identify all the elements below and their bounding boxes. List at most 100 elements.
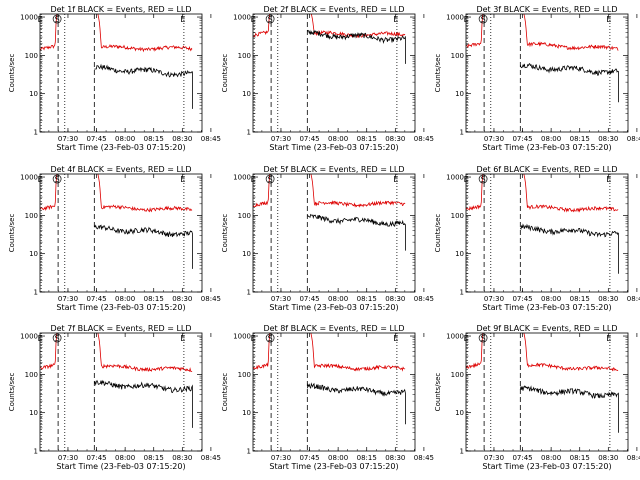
- plot-frame: [465, 13, 629, 133]
- marker-label: S: [268, 175, 273, 184]
- y-tick-label: 10: [29, 409, 38, 417]
- x-tick-label: 08:15: [144, 135, 164, 143]
- x-tick-label: 08:30: [385, 135, 405, 143]
- plot-frame: [465, 173, 629, 293]
- y-tick-label: 100: [25, 212, 38, 220]
- x-axis-label: Start Time (23-Feb-03 07:15:20): [269, 462, 398, 471]
- x-tick-label: 08:00: [328, 135, 348, 143]
- plot-area: [466, 333, 619, 433]
- marker-label: S: [481, 15, 486, 24]
- plot-area: [253, 14, 406, 64]
- marker-label: E: [606, 175, 611, 184]
- lld-series-line: [40, 333, 193, 373]
- marker-s-ring: [265, 333, 275, 343]
- y-axis-label: Counts/sec: [434, 214, 442, 253]
- marker-label: E: [180, 175, 185, 184]
- marker-s-ring: [478, 174, 488, 184]
- x-tick-label: 08:30: [385, 295, 405, 303]
- y-tick-label: 1: [460, 289, 464, 297]
- y-axis-label: Counts/sec: [221, 373, 229, 412]
- y-tick-label: 1: [460, 129, 464, 137]
- x-tick-label: 07:45: [512, 454, 532, 462]
- x-tick-label: 08:30: [598, 135, 618, 143]
- x-tick-label: 07:45: [512, 295, 532, 303]
- x-tick-label: 07:45: [86, 135, 106, 143]
- x-tick-label: 08:00: [541, 295, 561, 303]
- y-tick-label: 100: [451, 212, 464, 220]
- x-axis-label: Start Time (23-Feb-03 07:15:20): [482, 303, 611, 312]
- y-axis-label: Counts/sec: [221, 214, 229, 253]
- y-tick-label: 1: [460, 448, 464, 456]
- x-tick-label: 08:00: [115, 295, 135, 303]
- plot-area: [253, 333, 406, 425]
- panel-title: Det 5f BLACK = Events, RED = LLD: [263, 165, 404, 174]
- x-axis-label: Start Time (23-Feb-03 07:15:20): [482, 462, 611, 471]
- marker-label: E: [393, 175, 398, 184]
- lld-series-line: [466, 174, 619, 213]
- marker-label: S: [55, 15, 60, 24]
- y-tick-label: 10: [29, 90, 38, 98]
- marker-label: S: [268, 15, 273, 24]
- marker-label: E: [393, 15, 398, 24]
- x-tick-label: 08:30: [172, 135, 192, 143]
- marker-label: E: [393, 334, 398, 343]
- x-tick-label: 08:00: [328, 295, 348, 303]
- x-tick-label: 08:00: [115, 454, 135, 462]
- plot-area: [40, 174, 193, 269]
- lld-series-line: [253, 14, 406, 39]
- panel-title: Det 6f BLACK = Events, RED = LLD: [476, 165, 617, 174]
- y-axis-label: Counts/sec: [8, 54, 16, 93]
- x-tick-label: 07:45: [299, 295, 319, 303]
- panel-title: Det 4f BLACK = Events, RED = LLD: [50, 165, 191, 174]
- events-series-line: [93, 379, 193, 428]
- y-tick-label: 10: [455, 409, 464, 417]
- events-series-line: [306, 382, 406, 425]
- x-tick-label: 07:30: [58, 454, 78, 462]
- y-tick-label: 100: [238, 212, 251, 220]
- y-tick-label: 1: [247, 129, 251, 137]
- marker-s-ring: [265, 14, 275, 24]
- x-tick-label: 08:45: [414, 135, 434, 143]
- lld-series-line: [253, 333, 406, 372]
- y-tick-label: 1000: [446, 174, 464, 182]
- y-tick-label: 10: [29, 250, 38, 258]
- events-series-line: [94, 63, 193, 109]
- x-tick-label: 07:45: [86, 454, 106, 462]
- marker-label: E: [606, 15, 611, 24]
- panel-title: Det 8f BLACK = Events, RED = LLD: [263, 324, 404, 333]
- plot-area: [466, 14, 619, 103]
- x-tick-label: 08:15: [357, 295, 377, 303]
- events-series-line: [93, 224, 193, 269]
- lld-series-line: [466, 333, 619, 372]
- y-tick-label: 1: [34, 448, 38, 456]
- y-tick-label: 100: [451, 52, 464, 60]
- y-tick-label: 1000: [233, 333, 251, 341]
- x-tick-label: 08:15: [144, 454, 164, 462]
- x-tick-label: 08:45: [414, 295, 434, 303]
- marker-label: E: [180, 15, 185, 24]
- y-axis-label: Counts/sec: [434, 54, 442, 93]
- y-tick-label: 1: [247, 289, 251, 297]
- x-tick-label: 07:45: [299, 135, 319, 143]
- x-tick-label: 08:30: [172, 454, 192, 462]
- marker-s-ring: [478, 333, 488, 343]
- x-tick-label: 08:15: [357, 135, 377, 143]
- events-series-line: [306, 29, 406, 64]
- marker-s-ring: [265, 174, 275, 184]
- plot-frame: [252, 173, 416, 293]
- lld-series-line: [40, 174, 193, 213]
- events-series-line: [519, 385, 619, 433]
- marker-s-ring: [478, 14, 488, 24]
- lld-series-line: [253, 174, 406, 208]
- y-tick-label: 100: [238, 52, 251, 60]
- marker-label: S: [268, 334, 273, 343]
- y-tick-label: 100: [25, 52, 38, 60]
- y-tick-label: 10: [455, 90, 464, 98]
